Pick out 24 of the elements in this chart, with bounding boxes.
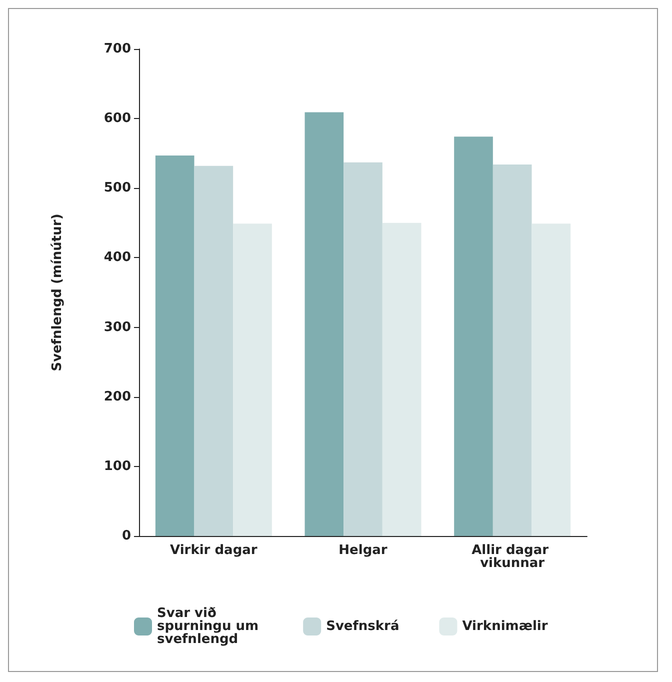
legend-label: Virknimælir xyxy=(462,619,548,634)
y-tick-label: 200 xyxy=(104,389,131,404)
legend-label: Svar við spurningu um svefnlengd xyxy=(157,606,264,647)
x-tick-label: Helgar xyxy=(338,543,388,558)
y-tick-label: 600 xyxy=(104,111,131,126)
bar xyxy=(194,166,234,536)
bar xyxy=(454,136,493,536)
bar xyxy=(304,112,344,536)
bar xyxy=(233,224,272,536)
y-tick-label: 300 xyxy=(104,320,131,335)
y-tick-label: 700 xyxy=(104,42,131,56)
y-tick-label: 0 xyxy=(122,528,131,544)
bar xyxy=(155,155,194,536)
bar xyxy=(382,222,422,536)
bar xyxy=(492,164,532,536)
bar xyxy=(344,162,382,536)
y-tick-label: 500 xyxy=(104,180,131,196)
bar xyxy=(532,224,571,536)
x-tick-label: Virkir dagar xyxy=(170,543,258,558)
y-tick-label: 400 xyxy=(104,250,131,266)
y-axis-title: Svefnlengd (mínútur) xyxy=(50,214,65,372)
x-tick-label: Allir dagar vikunnar xyxy=(472,543,554,571)
y-tick-label: 100 xyxy=(104,458,131,474)
legend-label: Svefnskrá xyxy=(326,619,400,634)
